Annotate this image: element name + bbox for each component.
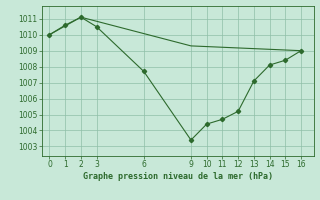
X-axis label: Graphe pression niveau de la mer (hPa): Graphe pression niveau de la mer (hPa): [83, 172, 273, 181]
